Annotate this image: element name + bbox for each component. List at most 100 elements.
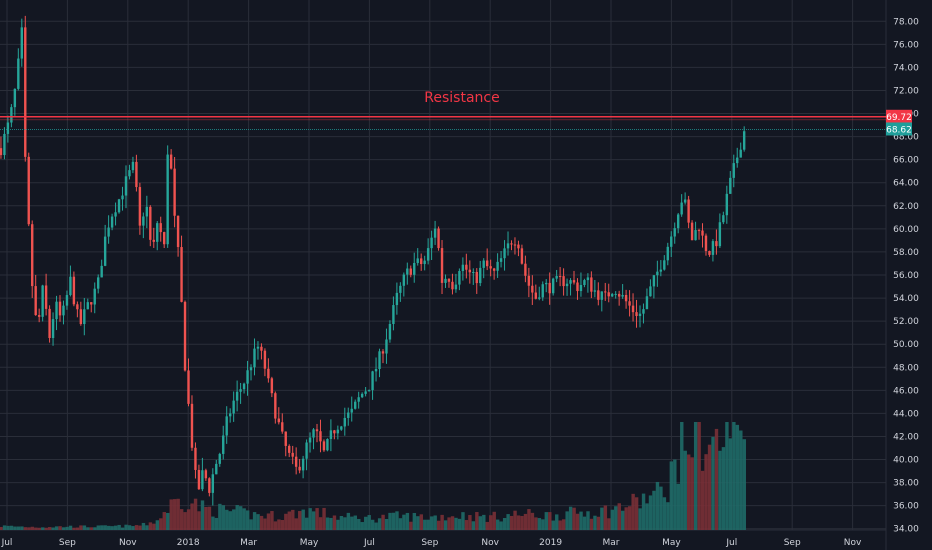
x-tick-label: Nov (119, 538, 137, 548)
volume-bar (298, 511, 302, 530)
candle-body (378, 351, 381, 369)
x-axis[interactable]: Jul Sep Nov 2018 Mar May Jul Sep Nov 2019 Mar May Ju… (1, 538, 862, 548)
volume-bar (739, 430, 743, 530)
volume-bar (61, 527, 66, 530)
volume-bar (110, 526, 114, 530)
volume-bar (124, 524, 128, 530)
y-tick-label: 50.00 (893, 340, 919, 350)
y-tick-label: 76.00 (893, 40, 919, 50)
volume-bar (152, 523, 156, 530)
candle-body (222, 435, 225, 454)
candle-body (670, 236, 673, 247)
volume-bar (214, 517, 219, 530)
candle-body (135, 161, 138, 188)
candle-body (590, 277, 593, 292)
y-tick-label: 68.00 (893, 133, 919, 143)
candle-body (239, 389, 242, 392)
y-axis[interactable]: 78.0076.0074.0072.0070.0068.0066.0064.00… (886, 17, 919, 535)
volume-bar (44, 527, 48, 530)
candle-body (340, 426, 343, 430)
candle-body (308, 437, 312, 443)
volume-bar (221, 505, 226, 530)
y-tick-label: 36.00 (893, 502, 919, 512)
volume-bar (242, 508, 246, 530)
candle-body (676, 214, 680, 229)
candle-body (58, 301, 62, 316)
volume-bar (593, 515, 597, 530)
candle-body (277, 418, 280, 423)
candle-body (440, 248, 444, 283)
candle-body (336, 429, 340, 434)
candle-body (617, 293, 621, 297)
volume-bar (374, 522, 378, 530)
candle-body (496, 261, 499, 271)
candle-body (319, 431, 322, 442)
volume-bar (485, 521, 489, 530)
candle-body (732, 163, 735, 178)
volume-bar (2, 525, 7, 530)
volume-bar (377, 518, 382, 530)
candle-body (419, 258, 423, 265)
volume-bar (120, 527, 125, 530)
volume-bar (548, 512, 552, 530)
candle-body (489, 266, 492, 269)
volume-bar (693, 422, 698, 530)
volume-bar (364, 516, 368, 530)
candle-body (27, 156, 30, 225)
candle-body (0, 148, 3, 156)
volume-bar (555, 514, 559, 530)
candle-body (17, 58, 20, 89)
candle-body (24, 27, 27, 157)
candle-body (656, 271, 659, 276)
volume-bar (34, 527, 38, 530)
candle-body (565, 283, 569, 287)
candle-body (326, 438, 329, 451)
volume-bars (0, 422, 746, 530)
volume-bar (23, 527, 28, 530)
candle-body (197, 469, 201, 490)
y-tick-label: 72.00 (893, 86, 919, 96)
volume-bar (443, 520, 448, 530)
candle-body (729, 177, 732, 194)
x-tick-label: Sep (784, 538, 801, 548)
volume-bar (391, 512, 396, 530)
candle-body (524, 263, 527, 276)
volume-bar (287, 511, 292, 530)
volume-bar (634, 497, 639, 530)
volume-bar (350, 516, 354, 530)
volume-bar (72, 527, 76, 530)
volume-bar (225, 509, 229, 530)
candle-body (44, 285, 48, 309)
volume-bar (492, 511, 496, 530)
volume-bar (676, 483, 680, 530)
volume-bar (561, 519, 566, 530)
candle-body (97, 277, 100, 289)
candle-body (430, 237, 433, 249)
candle-body (31, 224, 34, 287)
volume-bar (291, 509, 295, 530)
volume-bar (423, 519, 427, 530)
candle-body (531, 285, 534, 293)
volume-bar (343, 517, 347, 530)
volume-bar (325, 517, 330, 530)
candle-body (472, 271, 475, 273)
volume-bar (641, 493, 646, 530)
volume-bar (329, 517, 333, 530)
volume-bar (495, 519, 500, 530)
candle-body (3, 133, 6, 156)
candle-body (715, 241, 718, 247)
candle-body (597, 290, 600, 300)
candle-body (131, 161, 135, 171)
candle-body (708, 251, 711, 255)
volume-bar (75, 527, 80, 530)
volume-bar (513, 510, 517, 530)
candle-body (20, 27, 23, 59)
candle-body (208, 478, 211, 493)
candle-body (62, 305, 65, 316)
volume-bar (9, 525, 14, 530)
candle-body (697, 230, 701, 232)
volume-bar (388, 512, 392, 530)
volume-bar (322, 507, 326, 530)
volume-bar (690, 457, 694, 530)
